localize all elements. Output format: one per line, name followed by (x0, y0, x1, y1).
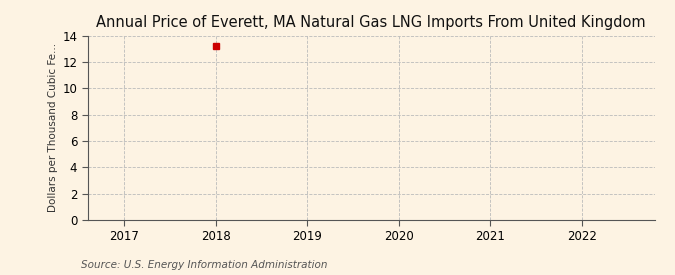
Y-axis label: Dollars per Thousand Cubic Fe...: Dollars per Thousand Cubic Fe... (48, 43, 58, 212)
Title: Annual Price of Everett, MA Natural Gas LNG Imports From United Kingdom: Annual Price of Everett, MA Natural Gas … (97, 15, 646, 31)
Text: Source: U.S. Energy Information Administration: Source: U.S. Energy Information Administ… (81, 260, 327, 270)
